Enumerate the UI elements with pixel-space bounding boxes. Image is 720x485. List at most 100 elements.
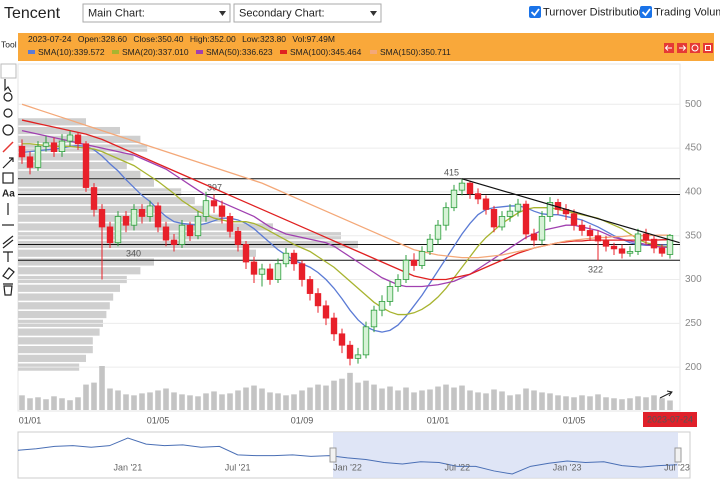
candle-body	[442, 207, 450, 226]
volume-bar	[563, 396, 569, 410]
volume-bar	[19, 395, 25, 410]
turnover-bar	[18, 346, 93, 354]
volume-bar	[331, 380, 337, 410]
candle-body	[658, 247, 666, 254]
settings-button[interactable]	[703, 43, 713, 53]
volume-bar	[603, 397, 609, 410]
candle-body	[298, 263, 306, 280]
candle-body	[474, 193, 482, 200]
scroll-arrow[interactable]	[659, 390, 673, 399]
volume-bar	[291, 394, 297, 410]
volume-bar	[211, 391, 217, 410]
volume-bar	[27, 398, 33, 410]
volume-bar	[515, 394, 521, 410]
candle-body	[186, 224, 194, 237]
y-tick-label: 450	[685, 143, 702, 154]
candle-body	[594, 235, 602, 242]
nav-buttons	[664, 43, 713, 53]
delete-tool[interactable]	[3, 283, 13, 296]
candle-body	[394, 279, 402, 287]
volume-bar	[339, 378, 345, 410]
candle-body	[482, 198, 490, 210]
candle-body	[490, 209, 498, 228]
volume-bar	[139, 393, 145, 410]
legend-swatch	[196, 50, 203, 54]
volume-bar	[115, 390, 121, 410]
plot-area: 200 250 300 350 400 450 500 415 397 340 322 01/01 01…	[18, 99, 702, 427]
zoom-in-tool[interactable]	[3, 92, 13, 102]
pointer-tool[interactable]	[4, 79, 12, 93]
candle-body	[170, 239, 178, 245]
zoom-out-tool[interactable]	[3, 108, 13, 118]
volume-bar	[283, 395, 289, 410]
y-tick-label: 350	[685, 230, 702, 241]
volume-bar	[643, 397, 649, 410]
turnover-bar	[18, 293, 114, 301]
legend-label: SMA(100):345.464	[290, 47, 362, 57]
candle-body	[650, 238, 658, 249]
reset-button[interactable]	[690, 43, 700, 53]
candle-body	[338, 333, 346, 346]
volume-bar	[195, 396, 201, 410]
eraser-tool[interactable]	[2, 267, 15, 280]
candle-body	[386, 286, 394, 302]
navigator-label: Jul '21	[225, 462, 251, 472]
level-label: 415	[444, 167, 459, 177]
icon	[705, 45, 711, 51]
turnover-bar	[18, 284, 120, 292]
secondary-chart-select[interactable]	[233, 3, 382, 23]
navigator-selection[interactable]	[333, 432, 678, 478]
channel-tool[interactable]	[2, 235, 14, 249]
navigator-handle[interactable]	[329, 447, 337, 463]
volume-bar	[403, 387, 409, 410]
main-chart-select[interactable]	[82, 3, 231, 23]
volume-bar	[443, 384, 449, 410]
y-tick-label: 200	[685, 362, 702, 373]
circle-tool[interactable]	[2, 124, 14, 136]
volume-bar	[483, 393, 489, 410]
candle-body	[514, 203, 522, 212]
info-low: Low:323.80	[242, 34, 286, 44]
info-high: High:352.00	[190, 34, 236, 44]
turnover-bar	[18, 223, 273, 231]
candle-body	[202, 200, 210, 217]
rect-tool[interactable]	[2, 172, 14, 184]
turnover-bar	[18, 205, 205, 214]
text-tool[interactable]: Aa	[2, 189, 15, 200]
volume-bar	[123, 394, 129, 410]
candle-body	[266, 268, 274, 280]
navigator-label: Jan '23	[553, 462, 582, 472]
candle-body	[610, 245, 618, 250]
turnover-bar	[18, 258, 154, 266]
info-date: 2023-07-24	[28, 34, 72, 44]
navigator-handle[interactable]	[674, 447, 682, 463]
candle-body	[570, 213, 578, 226]
volume-bar	[43, 399, 49, 410]
legend-swatch	[370, 50, 377, 54]
volume-bar	[147, 392, 153, 410]
tool-button[interactable]	[0, 63, 17, 79]
candle-body	[626, 251, 634, 254]
volume-bar	[635, 396, 641, 410]
candle-body	[666, 234, 674, 255]
volume-bar	[419, 390, 425, 410]
volume-bar	[379, 388, 385, 410]
line-tool[interactable]	[2, 141, 14, 153]
navigator-label: Jul '23	[664, 462, 690, 472]
volume-bar	[227, 393, 233, 410]
fib-tool[interactable]	[3, 251, 13, 262]
candle-body	[258, 268, 266, 275]
volume-bar	[179, 394, 185, 410]
candle-body	[546, 202, 554, 217]
icon	[691, 44, 699, 52]
volume-bar	[99, 366, 105, 410]
candle-body	[426, 238, 434, 252]
info-vol: Vol:97.49M	[292, 34, 335, 44]
turnover-bar	[18, 153, 134, 161]
x-tick-label: 01/05	[147, 415, 170, 425]
volume-bar	[507, 395, 513, 410]
legend-label: SMA(20):337.010	[122, 47, 189, 57]
turnover-checkbox[interactable]	[529, 6, 541, 18]
arrow-tool[interactable]	[2, 157, 14, 169]
volume-checkbox[interactable]	[640, 6, 652, 18]
